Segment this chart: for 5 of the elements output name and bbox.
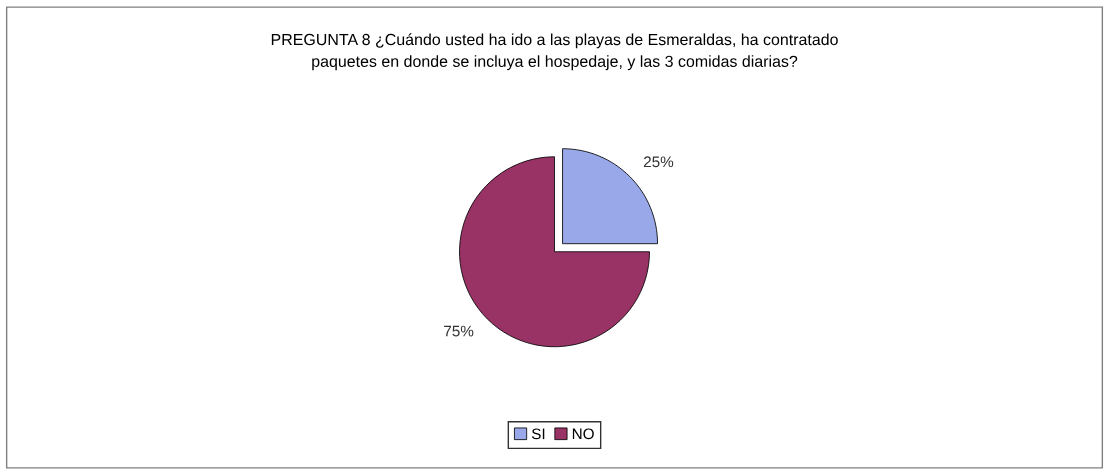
data-label: 75%	[444, 325, 474, 337]
data-label: 25%	[643, 156, 674, 168]
legend-label: NO	[572, 428, 594, 440]
legend-label: SI	[531, 428, 545, 440]
chart-title: PREGUNTA 8 ¿Cuándo usted ha ido a las playas de Esmeraldas, ha contratado paquetes en donde se incluya el hospedaje, y las 3 comidas diarias?	[271, 33, 838, 71]
